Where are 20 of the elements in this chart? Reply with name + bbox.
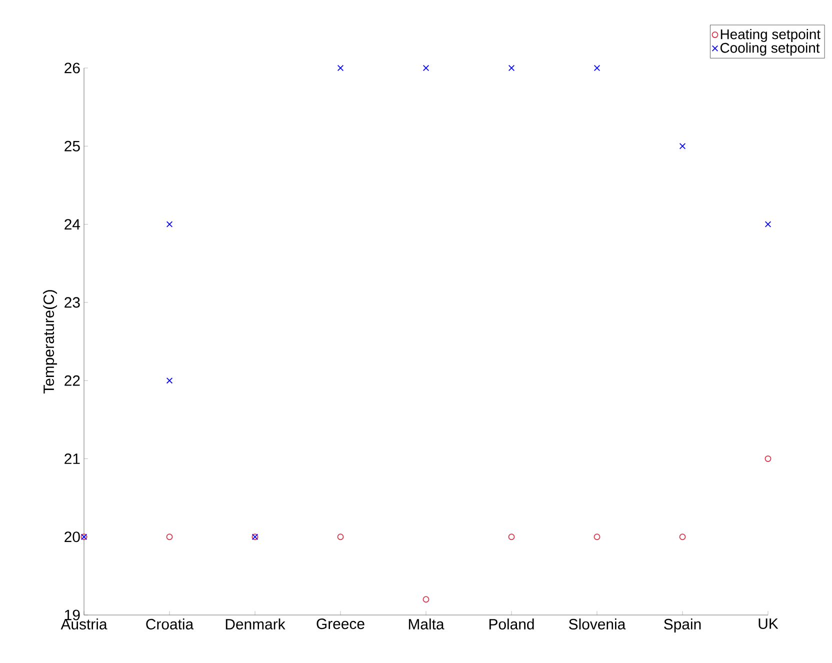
legend-label: Heating setpoint xyxy=(720,28,820,42)
x-tick-label: Slovenia xyxy=(569,618,626,630)
x-tick-label: Malta xyxy=(408,618,444,630)
y-axis-title: Temperature(C) xyxy=(43,290,58,394)
x-tick-label: Greece xyxy=(316,618,364,630)
x-tick-label: Spain xyxy=(664,618,701,632)
y-tick-label: 21 xyxy=(64,453,80,464)
y-tick-label: 25 xyxy=(64,140,80,152)
y-tick-label: 23 xyxy=(64,297,80,308)
y-tick-label: 24 xyxy=(64,219,80,230)
x-tick-label: Croatia xyxy=(146,618,194,630)
x-tick-label: Poland xyxy=(489,618,534,630)
y-tick-label: 26 xyxy=(64,62,80,74)
x-tick-label: Denmark xyxy=(226,618,286,630)
y-tick-label: 20 xyxy=(64,532,80,542)
legend-label: Cooling setpoint xyxy=(720,42,820,56)
x-tick-label: Austria xyxy=(60,618,108,630)
y-tick-label: 22 xyxy=(64,375,80,386)
x-tick-label: UK xyxy=(758,618,778,629)
y-tick-label: 19 xyxy=(65,610,80,620)
